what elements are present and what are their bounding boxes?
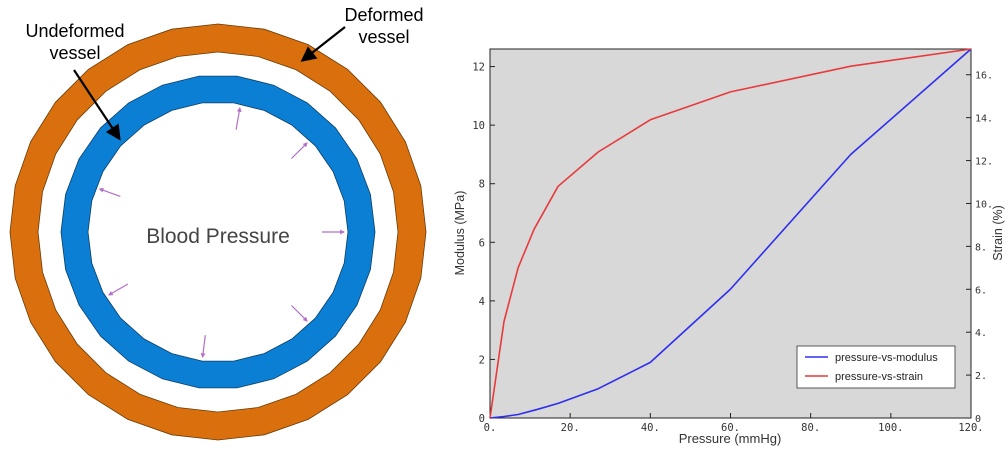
right-tick-label: 0 <box>975 414 981 425</box>
right-tick-label: 8. <box>975 242 987 253</box>
x-tick-label: 80. <box>801 422 820 434</box>
undeformed-label-line1: Undeformed <box>25 21 124 41</box>
pressure-arrow-2 <box>291 142 308 159</box>
left-tick-label: 8 <box>479 179 485 191</box>
pressure-arrow-7 <box>200 335 206 359</box>
x-tick-label: 60. <box>721 422 740 434</box>
legend-label-modulus: pressure-vs-modulus <box>835 352 938 364</box>
left-axis-ticks: 0 2 4 6 8 10 12 <box>472 62 495 425</box>
right-axis-ticks: 0 2. 4. 6. 8. 10. 12. 14. 16. <box>966 71 993 425</box>
undeformed-pointer-arrow <box>73 69 121 141</box>
x-tick-label: 0. <box>484 422 497 434</box>
chart-legend: pressure-vs-modulus pressure-vs-strain <box>796 345 956 389</box>
x-tick-label: 40. <box>641 422 660 434</box>
series-lines <box>489 48 972 419</box>
deformed-label-line2: vessel <box>358 27 409 47</box>
pressure-arrow-1 <box>235 106 242 130</box>
right-tick-label: 16. <box>975 71 993 82</box>
pressure-chart: 0. 20. 40. 60. 80. 100. 120. 0 2 4 6 8 10 12 0 2. 4. 6.… <box>453 48 1005 446</box>
right-tick-label: 12. <box>975 157 993 168</box>
vessel-diagram: Blood Pressure Undeformed vessel Deforme… <box>9 5 427 441</box>
blood-pressure-label: Blood Pressure <box>146 225 290 248</box>
right-tick-label: 6. <box>975 285 987 296</box>
x-tick-label: 120. <box>958 422 983 434</box>
left-axis-label: Modulus (MPa) <box>453 191 467 276</box>
legend-box <box>796 345 956 389</box>
right-axis-label: Strain (%) <box>991 205 1005 261</box>
left-tick-label: 10 <box>472 120 485 132</box>
right-tick-label: 14. <box>975 114 993 125</box>
legend-label-strain: pressure-vs-strain <box>835 371 923 383</box>
x-axis-ticks: 0. 20. 40. 60. 80. 100. 120. <box>484 413 984 434</box>
pressure-arrows <box>98 106 345 359</box>
undeformed-vessel-ring <box>60 75 376 389</box>
x-tick-label: 100. <box>878 422 903 434</box>
left-tick-label: 0 <box>479 413 485 425</box>
x-axis-label: Pressure (mmHg) <box>679 431 782 446</box>
pressure-arrow-5 <box>108 283 129 296</box>
series-line-pressure-vs-strain <box>489 48 972 419</box>
pressure-arrow-3 <box>98 187 121 197</box>
right-tick-label: 4. <box>975 328 987 339</box>
left-tick-label: 12 <box>472 62 485 74</box>
left-tick-label: 4 <box>479 296 485 308</box>
right-tick-label: 10. <box>975 199 993 210</box>
undeformed-label-line2: vessel <box>49 43 100 63</box>
deformed-label-line1: Deformed <box>344 5 423 25</box>
deformed-pointer-arrow <box>300 26 346 62</box>
pressure-arrow-6 <box>291 305 308 322</box>
x-tick-label: 20. <box>561 422 580 434</box>
right-tick-label: 2. <box>975 371 987 382</box>
left-tick-label: 2 <box>479 354 485 366</box>
deformed-vessel-ring <box>9 23 427 441</box>
left-tick-label: 6 <box>479 237 485 249</box>
series-line-pressure-vs-modulus <box>489 48 972 419</box>
